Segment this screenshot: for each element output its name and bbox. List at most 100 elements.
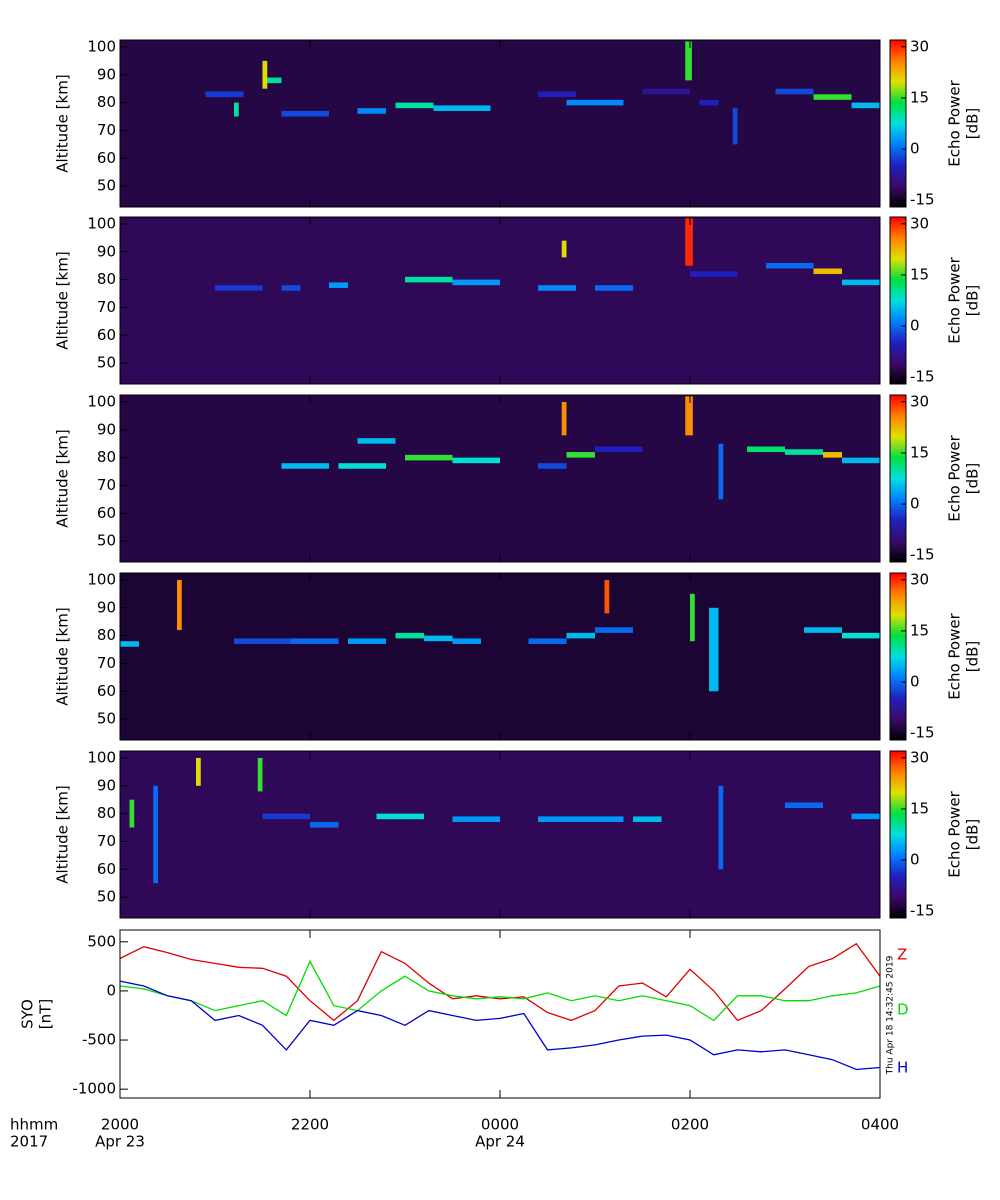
colorbar-label: Echo Power	[946, 790, 964, 877]
x-tick-label: 2000	[101, 1116, 139, 1134]
echo-cell	[595, 285, 633, 291]
colorbar-tick-label: 30	[910, 570, 929, 588]
echo-cell	[234, 638, 291, 644]
heatmap-background	[120, 751, 880, 918]
echo-cell	[177, 579, 182, 631]
y-tick-label: -1000	[72, 1080, 116, 1098]
colorbar-label: [dB]	[964, 108, 982, 140]
colorbar-label: Echo Power	[946, 612, 964, 699]
y-tick-label: 90	[97, 598, 116, 616]
y-tick-label: 80	[97, 804, 116, 822]
y-tick-label: 60	[97, 149, 116, 167]
y-tick-label: 50	[97, 354, 116, 372]
echo-cell	[196, 757, 201, 786]
y-tick-label: 80	[97, 626, 116, 644]
y-tick-label: 500	[87, 932, 116, 950]
y-axis-label: Altitude [km]	[54, 429, 72, 527]
series-line	[119, 942, 881, 1022]
echo-cell	[642, 88, 690, 95]
y-axis-label: [nT]	[37, 999, 55, 1029]
y-tick-label: 90	[97, 242, 116, 260]
echo-cell	[804, 627, 842, 633]
colorbar-tick-label: 15	[910, 265, 929, 283]
echo-cell	[785, 802, 823, 809]
echo-cell	[405, 276, 453, 283]
y-tick-label: 0	[106, 981, 116, 999]
echo-cell	[262, 60, 268, 89]
y-axis-label: Altitude [km]	[54, 607, 72, 705]
colorbar-tick-label: 15	[910, 443, 929, 461]
echo-cell	[561, 401, 567, 436]
echo-cell	[395, 102, 434, 109]
echo-cell	[338, 463, 386, 469]
series-line	[119, 959, 881, 1022]
colorbar-tick-label: 0	[910, 495, 920, 513]
x-tick-label: 0200	[671, 1116, 709, 1134]
echo-cell	[291, 638, 339, 644]
colorbar-tick-label: 30	[910, 748, 929, 766]
echo-cell	[566, 632, 595, 639]
echo-cell	[561, 240, 567, 258]
x-label: 2017	[10, 1133, 48, 1151]
echo-cell	[538, 285, 576, 291]
echo-cell	[348, 638, 386, 644]
series-line	[119, 980, 881, 1071]
legend-label: H	[897, 1059, 908, 1077]
echo-cell	[604, 579, 610, 614]
y-tick-label: 50	[97, 532, 116, 550]
y-tick-label: 80	[97, 270, 116, 288]
echo-cell	[813, 268, 842, 275]
echo-cell	[595, 446, 643, 453]
echo-cell	[452, 457, 500, 464]
y-tick-label: 100	[87, 214, 116, 232]
echo-cell	[281, 285, 301, 291]
colorbar-tick-label: -15	[910, 368, 935, 386]
y-tick-label: 60	[97, 860, 116, 878]
echo-cell	[690, 271, 738, 277]
y-tick-label: 100	[87, 748, 116, 766]
echo-cell	[310, 821, 339, 828]
echo-cell	[329, 282, 348, 288]
echo-cell	[538, 816, 624, 822]
colorbar-tick-label: 15	[910, 88, 929, 106]
echo-cell	[813, 94, 852, 100]
colorbar-tick-label: 30	[910, 392, 929, 410]
y-tick-label: 70	[97, 476, 116, 494]
heatmap-background	[120, 40, 880, 207]
echo-cell	[633, 816, 662, 822]
y-tick-label: 100	[87, 570, 116, 588]
echo-cell	[262, 813, 310, 820]
colorbar-tick-label: -15	[910, 546, 935, 564]
echo-cell	[842, 279, 880, 286]
y-tick-label: 70	[97, 654, 116, 672]
colorbar-label: [dB]	[964, 819, 982, 851]
echo-cell	[405, 454, 453, 461]
timestamp: Thu Apr 18 14:32:45 2019	[886, 955, 896, 1075]
colorbar-tick-label: 0	[910, 140, 920, 158]
echo-cell	[775, 88, 814, 95]
colorbar	[889, 572, 907, 741]
echo-cell	[732, 108, 738, 145]
colorbar-tick-label: -15	[910, 902, 935, 920]
echo-cell	[842, 632, 880, 639]
echo-cell	[566, 99, 624, 106]
y-tick-label: 60	[97, 326, 116, 344]
legend-label: Z	[897, 946, 907, 964]
y-tick-label: 80	[97, 93, 116, 111]
echo-cell	[433, 105, 491, 111]
y-tick-label: 70	[97, 121, 116, 139]
echo-cell	[785, 449, 823, 455]
colorbar-tick-label: 0	[910, 673, 920, 691]
colorbar-tick-label: -15	[910, 191, 935, 209]
echo-cell	[452, 279, 500, 286]
y-tick-label: 60	[97, 504, 116, 522]
echo-cell	[842, 457, 880, 464]
x-label: hhmm	[10, 1116, 58, 1134]
echo-cell	[357, 108, 386, 114]
echo-cell	[566, 452, 595, 458]
colorbar-label: Echo Power	[946, 79, 964, 166]
y-axis-label: Altitude [km]	[54, 74, 72, 172]
echo-cell	[528, 638, 567, 644]
echo-cell	[851, 813, 880, 820]
